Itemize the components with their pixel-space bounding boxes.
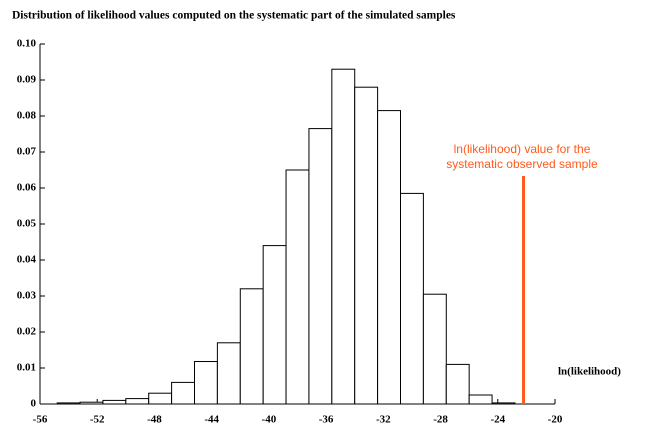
x-tick-label: -56 xyxy=(33,414,48,426)
bar xyxy=(102,399,127,405)
bar xyxy=(79,401,104,405)
x-axis-label: ln(likelihood) xyxy=(558,366,621,378)
x-tick-label: -48 xyxy=(147,414,162,426)
chart-title: Distribution of likelihood values comput… xyxy=(12,10,456,22)
y-tick-label: 0.07 xyxy=(17,146,37,158)
y-tick-label: 0.08 xyxy=(17,110,37,122)
x-tick-label: -32 xyxy=(376,414,391,426)
y-tick-label: 0.04 xyxy=(17,254,37,266)
bar xyxy=(56,402,81,405)
bar xyxy=(171,381,196,405)
bar xyxy=(491,402,516,405)
y-tick-label: 0.09 xyxy=(17,74,37,86)
annotation: systematic observed sample xyxy=(446,157,598,171)
bar xyxy=(468,394,493,405)
x-tick-label: -52 xyxy=(90,414,105,426)
bar xyxy=(331,68,356,405)
bar xyxy=(422,293,447,405)
bar xyxy=(148,392,173,405)
bar xyxy=(308,128,333,405)
y-tick-label: 0 xyxy=(31,398,37,410)
bar xyxy=(354,86,379,405)
bar xyxy=(194,361,218,405)
bar xyxy=(445,363,470,405)
bar xyxy=(239,288,264,405)
x-tick-label: -28 xyxy=(433,414,448,426)
y-tick-label: 0.01 xyxy=(17,362,36,374)
bar xyxy=(377,110,402,405)
x-tick-label: -36 xyxy=(319,414,334,426)
bar xyxy=(400,192,424,405)
x-tick-label: -20 xyxy=(548,414,563,426)
x-tick-label: -44 xyxy=(204,414,219,426)
x-tick-label: -24 xyxy=(490,414,505,426)
y-tick-label: 0.06 xyxy=(17,182,37,194)
y-tick-label: 0.10 xyxy=(17,38,37,50)
y-tick-label: 0.03 xyxy=(17,290,37,302)
bar xyxy=(125,398,150,405)
x-tick-label: -40 xyxy=(262,414,277,426)
y-tick-label: 0.05 xyxy=(17,218,37,230)
y-tick-label: 0.02 xyxy=(17,326,37,338)
bar xyxy=(262,245,287,405)
annotation: ln(likelihood) value for the xyxy=(454,142,591,156)
bar xyxy=(285,169,310,405)
bar xyxy=(216,342,241,405)
